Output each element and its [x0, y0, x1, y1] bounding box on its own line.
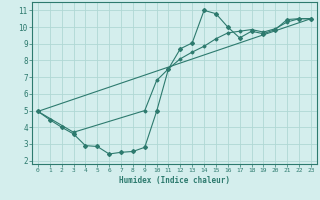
X-axis label: Humidex (Indice chaleur): Humidex (Indice chaleur) [119, 176, 230, 185]
